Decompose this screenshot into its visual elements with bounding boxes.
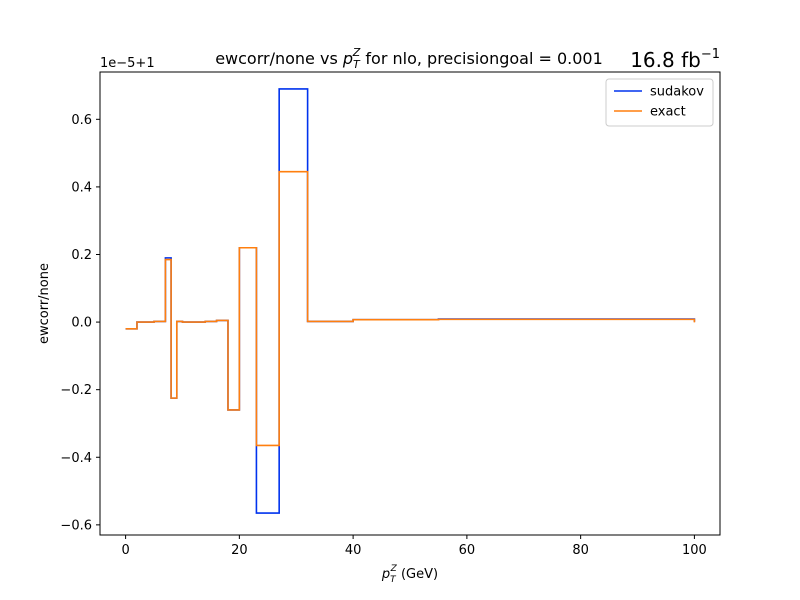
title-var-sub: T [353,58,361,71]
chart-title: ewcorr/none vs pTZ for nlo, precisiongoa… [215,46,603,71]
legend: sudakov exact [605,78,714,127]
title-suffix: for nlo, precisiongoal = 0.001 [360,49,602,68]
x-tick-label: 100 [682,543,707,558]
y-tick-label: 0.2 [71,248,92,263]
series-line-exact [125,170,696,447]
luminosity-exponent: −1 [701,47,720,62]
x-tick-label: 40 [345,543,362,558]
y-tick-label: 0.6 [71,113,92,128]
xlabel-unit: (GeV) [397,567,438,582]
x-ticks: 0 20 40 60 80 100 [121,535,707,558]
y-offset-text: 1e−5+1 [100,56,155,71]
x-tick-label: 20 [231,543,248,558]
x-axis-label: pTZ (GeV) [381,564,438,585]
axes-frame [99,71,721,536]
luminosity-value: 16.8 fb [630,48,701,72]
y-tick-label: −0.6 [60,518,92,533]
y-tick-label: −0.4 [60,451,92,466]
y-tick-label: −0.2 [60,383,92,398]
xlabel-var: p [381,567,390,582]
title-prefix: ewcorr/none vs [215,49,343,68]
y-tick-label: 0.4 [71,180,92,195]
title-var: p [342,49,353,68]
legend-label-sudakov: sudakov [650,85,704,100]
x-tick-label: 0 [121,543,129,558]
title-var-sup: Z [352,46,361,59]
xlabel-sub: T [390,575,397,585]
y-tick-label: 0.0 [71,316,92,331]
y-axis-label: ewcorr/none [37,263,52,344]
x-tick-label: 60 [459,543,476,558]
x-tick-label: 80 [572,543,589,558]
legend-entries: sudakov exact [614,85,704,120]
axes-background [100,72,720,535]
legend-label-exact: exact [650,105,686,120]
luminosity-label: 16.8 fb−1 [630,47,720,72]
y-ticks: −0.6 −0.4 −0.2 0.0 0.2 0.4 0.6 [60,113,100,533]
plot-area [99,71,721,536]
series-layer [125,88,696,514]
xlabel-sup: Z [390,564,398,574]
